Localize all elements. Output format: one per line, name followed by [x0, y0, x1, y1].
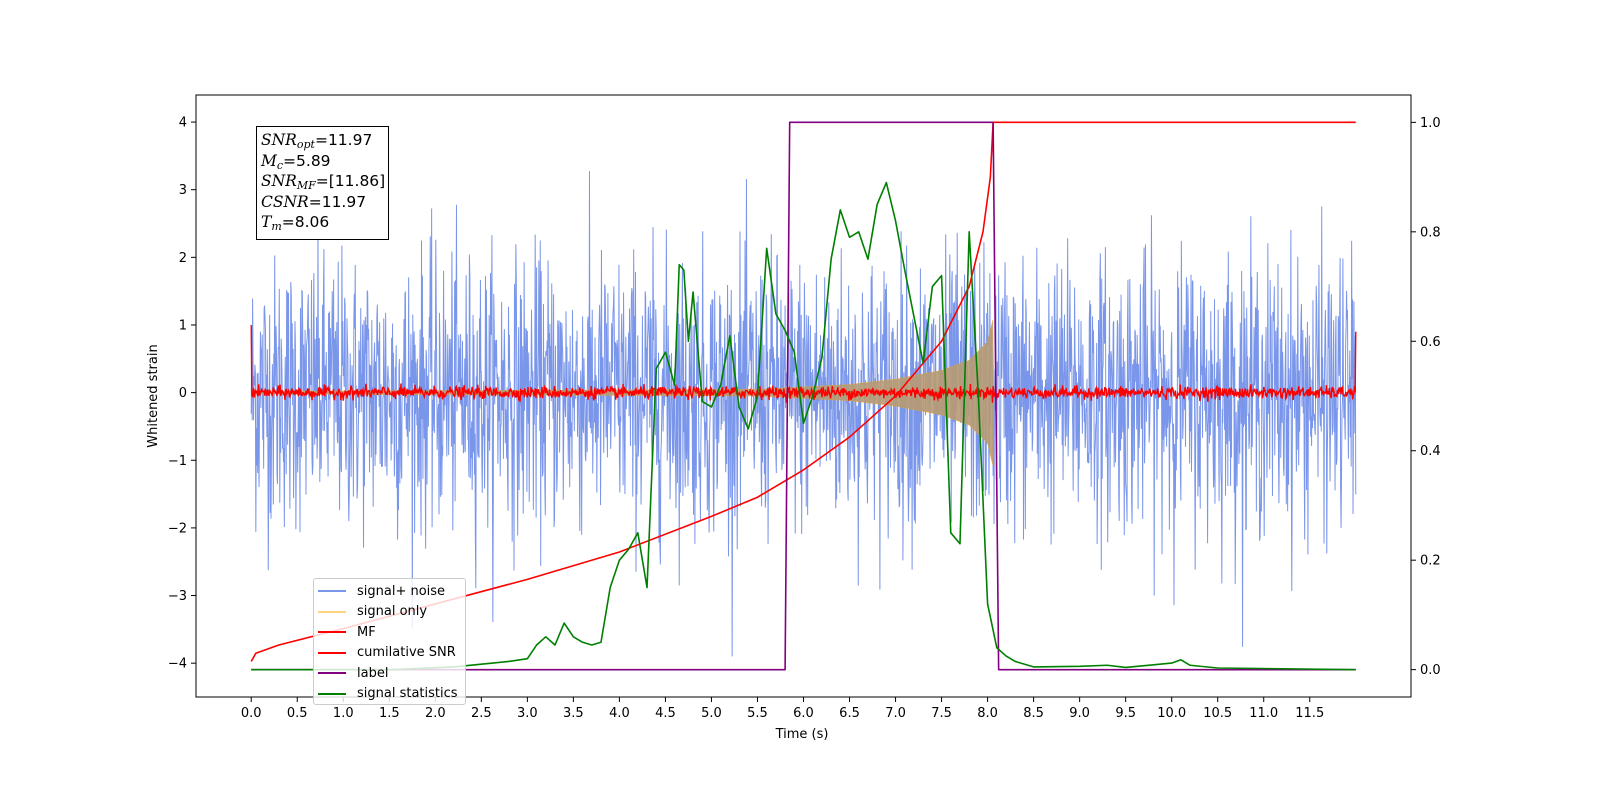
y-right-tick-label: 0.0: [1420, 663, 1441, 678]
y-left-tick-label: −4: [168, 657, 187, 672]
legend-label: signal+ noise: [357, 583, 446, 599]
x-tick-label: 3.5: [563, 706, 584, 721]
y-right-tick-label: 0.4: [1420, 444, 1441, 459]
x-tick-label: 4.0: [609, 706, 630, 721]
y-left-tick-label: 1: [179, 318, 187, 333]
mf-series: [250, 324, 1357, 403]
signal-noise-line: [250, 171, 1357, 657]
x-tick-label: 3.0: [517, 706, 538, 721]
legend-entry: label: [318, 663, 465, 684]
y-left-tick-label: −1: [168, 454, 187, 469]
label-line: [251, 121, 1356, 671]
x-tick-label: 4.5: [655, 706, 676, 721]
stat-tm: Tm=8.06: [261, 213, 330, 234]
legend-line-swatch: [318, 651, 346, 654]
x-tick-label: 1.5: [379, 706, 400, 721]
x-tick-label: 11.5: [1295, 706, 1324, 721]
legend-entry: cumilative SNR: [318, 643, 465, 664]
legend-entry: signal statistics: [318, 684, 465, 705]
legend: signal+ noise signal only MF cumilative SNR…: [313, 578, 466, 705]
legend-label: cumilative SNR: [357, 645, 456, 661]
stat-snr-mf: SNRMF=[11.86]: [261, 172, 386, 193]
y-left-tick-label: 3: [179, 183, 187, 198]
y-right-tick-label: 0.6: [1420, 335, 1441, 350]
y-left-tick-label: 2: [179, 251, 187, 266]
legend-line-swatch: [318, 590, 346, 593]
y-axis-label: Whitened strain: [146, 344, 161, 447]
y-right-tick-label: 1.0: [1420, 116, 1441, 131]
x-tick-label: 6.5: [839, 706, 860, 721]
legend-label: label: [357, 665, 389, 681]
signal-noise-series: [250, 171, 1357, 657]
legend-label: signal only: [357, 604, 428, 620]
y-right-tick-label: 0.8: [1420, 225, 1441, 240]
x-tick-label: 9.5: [1115, 706, 1136, 721]
x-tick-label: 7.5: [931, 706, 952, 721]
x-tick-label: 5.0: [701, 706, 722, 721]
x-tick-label: 2.5: [471, 706, 492, 721]
x-tick-label: 8.5: [1023, 706, 1044, 721]
stat-mc: Mc=5.89: [261, 151, 331, 172]
legend-entry: signal+ noise: [318, 581, 465, 602]
legend-line-swatch: [318, 672, 346, 675]
legend-label: MF: [357, 624, 376, 640]
x-tick-label: 1.0: [333, 706, 354, 721]
x-tick-label: 5.5: [747, 706, 768, 721]
y-left-tick-label: −2: [168, 521, 187, 536]
x-tick-label: 8.0: [977, 706, 998, 721]
y-left-tick-label: −3: [168, 589, 187, 604]
legend-line-swatch: [318, 610, 346, 613]
y-right-tick-label: 0.2: [1420, 554, 1441, 569]
x-tick-label: 7.0: [885, 706, 906, 721]
x-tick-label: 11.0: [1249, 706, 1278, 721]
stats-annotation-box: SNRopt=11.97 Mc=5.89 SNRMF=[11.86] CSNR=…: [256, 126, 389, 240]
x-tick-label: 6.0: [793, 706, 814, 721]
plot-frame: [195, 94, 1412, 698]
x-axis-label: Time (s): [775, 727, 829, 742]
x-tick-label: 2.0: [425, 706, 446, 721]
x-tick-label: 10.0: [1157, 706, 1186, 721]
stat-snr-opt: SNRopt=11.97: [261, 131, 373, 151]
signal-statistics-line: [251, 181, 1356, 671]
legend-entry: signal only: [318, 602, 465, 623]
y-left-tick-label: 0: [179, 386, 187, 401]
legend-line-swatch: [318, 692, 346, 695]
mf-line: [250, 324, 1357, 403]
y-left-tick-label: 4: [179, 116, 187, 131]
axis-ticks: 0.0 0.5 1.0 1.5 2.0 2.5 3.0 3.5 4.0 4.5 5.0 5.5 6.0 6…: [168, 116, 1441, 721]
x-tick-label: 0.5: [287, 706, 308, 721]
legend-line-swatch: [318, 631, 346, 634]
x-tick-label: 0.0: [241, 706, 262, 721]
legend-entry: MF: [318, 622, 465, 643]
x-tick-label: 9.0: [1069, 706, 1090, 721]
legend-label: signal statistics: [357, 686, 458, 702]
x-tick-label: 10.5: [1203, 706, 1232, 721]
stat-csnr: CSNR=11.97: [261, 192, 367, 211]
